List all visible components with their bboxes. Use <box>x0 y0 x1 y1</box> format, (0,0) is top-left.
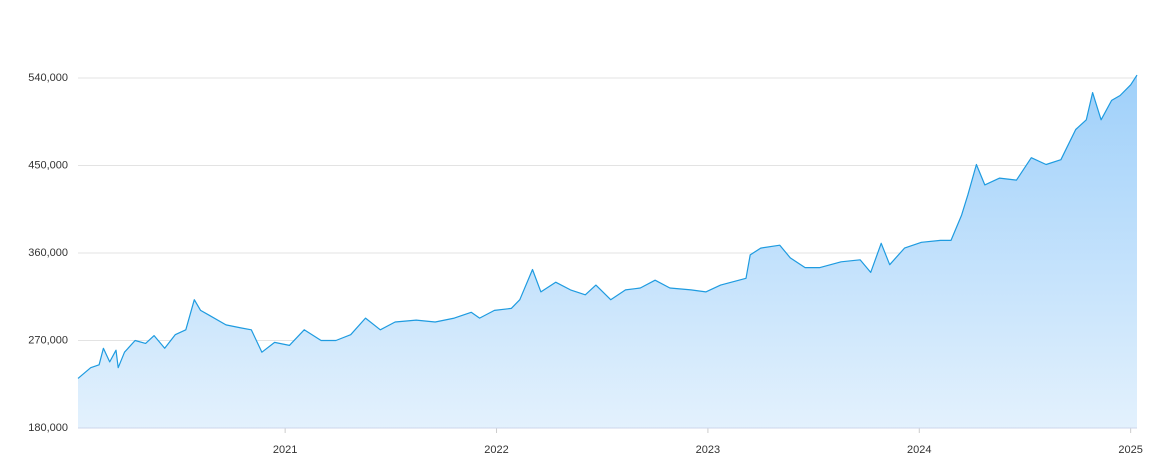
x-tick-label: 2022 <box>484 444 508 456</box>
y-tick-label: 450,000 <box>28 159 68 171</box>
y-tick-label: 360,000 <box>28 247 68 259</box>
x-tick-label: 2023 <box>696 444 720 456</box>
area-fill <box>78 75 1137 428</box>
area-line <box>77 74 1138 379</box>
x-tick-label: 2024 <box>907 444 931 456</box>
y-tick-label: 540,000 <box>28 72 68 84</box>
x-tick-label: 2025 <box>1118 444 1142 456</box>
x-tick-label: 2021 <box>273 444 297 456</box>
y-tick-label: 270,000 <box>28 334 68 346</box>
y-tick-label: 180,000 <box>28 422 68 434</box>
